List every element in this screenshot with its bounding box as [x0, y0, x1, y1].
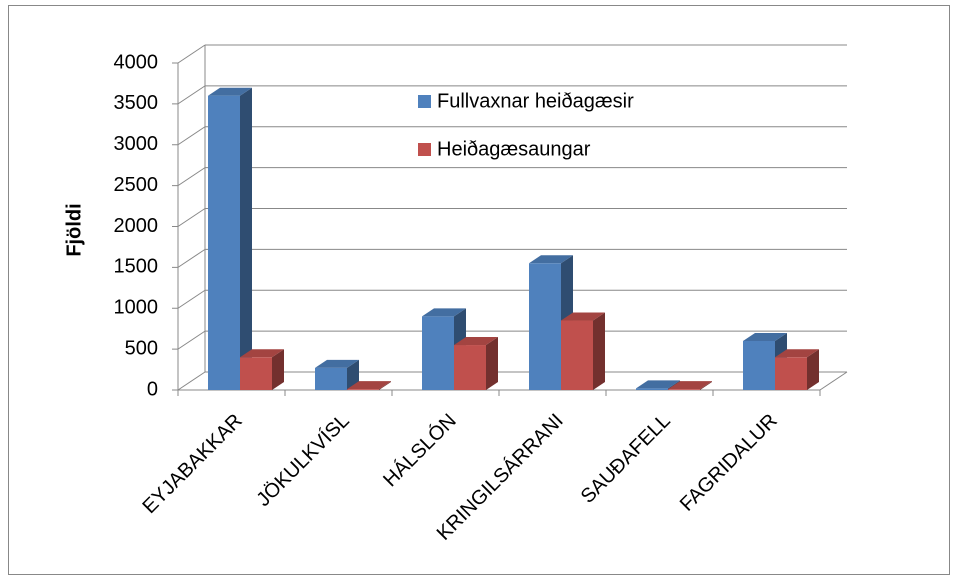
bar-side: [807, 349, 819, 390]
legend-label: Heiðagæsaungar: [437, 138, 591, 160]
grid-line: [177, 248, 206, 268]
grid-line: [177, 330, 206, 350]
bar: [668, 389, 700, 390]
y-tick-label: 3000: [114, 133, 159, 155]
bar-side: [486, 337, 498, 390]
grid-line: [177, 289, 206, 309]
grid-line: [177, 167, 206, 187]
bar-side: [272, 349, 284, 390]
y-tick-label: 1500: [114, 256, 159, 278]
y-tick-label: 2500: [114, 174, 159, 196]
bar-side: [379, 381, 391, 390]
bar: [208, 95, 240, 390]
bar: [561, 320, 593, 390]
grid-line: [177, 85, 206, 105]
bar-top: [240, 349, 284, 358]
bar-side: [347, 359, 359, 390]
bar: [315, 367, 347, 390]
y-tick-label: 0: [147, 378, 158, 400]
bar-top: [454, 337, 498, 346]
y-tick-label: 4000: [114, 51, 159, 73]
y-tick-label: 2000: [114, 215, 159, 237]
y-tick-label: 3500: [114, 92, 159, 114]
legend-swatch: [418, 143, 431, 156]
y-axis-label: Fjöldi: [63, 203, 85, 256]
bar-top: [208, 87, 252, 96]
grid-line: [177, 208, 206, 227]
bar-side: [700, 381, 712, 390]
bar: [240, 357, 272, 390]
y-tick-label: 500: [125, 337, 158, 359]
bar-top: [561, 312, 605, 321]
grid-line: [177, 44, 206, 64]
bar-top: [743, 332, 787, 341]
bar: [347, 389, 379, 390]
grid-line: [177, 126, 206, 146]
legend-swatch: [418, 95, 431, 108]
bar-side: [593, 312, 605, 390]
bar-top: [315, 359, 359, 368]
grid-line: [177, 371, 206, 391]
bar-top: [422, 308, 466, 317]
bar: [743, 340, 775, 390]
floor-right: [819, 371, 848, 391]
bar-top: [636, 380, 680, 389]
y-tick-label: 1000: [114, 297, 159, 319]
bar-side: [240, 87, 252, 390]
bar: [775, 357, 807, 390]
legend-label: Fullvaxnar heiðagæsir: [437, 90, 634, 112]
bar-top: [347, 381, 391, 390]
bar-top: [668, 381, 712, 390]
bar: [529, 263, 561, 390]
bar-top: [775, 349, 819, 358]
bar: [454, 345, 486, 390]
bar: [636, 388, 668, 390]
bar-top: [529, 255, 573, 264]
bar: [422, 316, 454, 390]
